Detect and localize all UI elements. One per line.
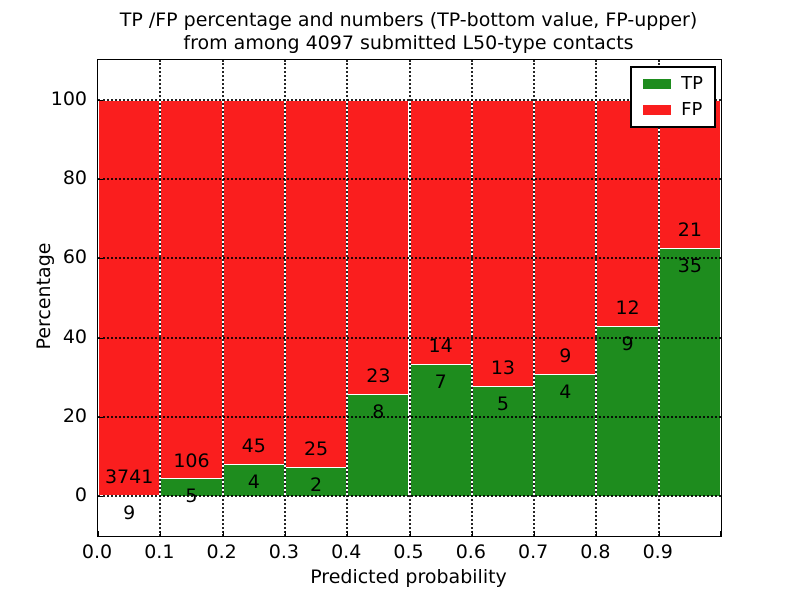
bar-label-fp: 14 [428, 335, 453, 358]
grid-line-horizontal [98, 416, 721, 418]
legend-label-tp: TP [681, 73, 703, 94]
y-tick-label: 40 [62, 325, 87, 348]
bar-segment-tp [471, 386, 535, 497]
bar-label-tp: 4 [247, 470, 260, 493]
legend: TP FP [630, 66, 716, 128]
bar-segment-fp [222, 99, 285, 464]
chart-title: TP /FP percentage and numbers (TP-bottom… [97, 9, 720, 55]
bar-segment-tp [284, 466, 348, 497]
bar-label-fp: 23 [366, 365, 391, 388]
x-tick [284, 531, 286, 536]
bar-label-tp: 35 [677, 255, 702, 278]
bar-segment-tp [409, 364, 472, 497]
y-tick [98, 99, 103, 101]
x-axis-label: Predicted probability [310, 566, 507, 588]
bar-segment-fp [347, 99, 410, 394]
x-tick-label: 0.0 [81, 541, 113, 563]
grid-line-vertical [408, 60, 411, 536]
y-tick [98, 179, 103, 180]
x-tick [534, 531, 536, 536]
grid-line-horizontal [98, 336, 721, 339]
bar-segment-fp [471, 99, 535, 387]
x-tick [98, 531, 99, 536]
chart-title-line2: from among 4097 submitted L50-type conta… [183, 32, 634, 54]
x-tick-label: 0.4 [331, 541, 362, 563]
x-tick-label: 0.2 [206, 541, 237, 563]
y-tick-label: 80 [62, 167, 87, 189]
bar-segment-fp [284, 99, 348, 467]
bar-segment-fp [409, 99, 472, 365]
bar-label-fp: 25 [303, 438, 329, 461]
x-tick-label: 0.7 [517, 541, 549, 563]
x-tick-label: 0.3 [268, 541, 299, 563]
y-tick-label: 100 [50, 87, 87, 110]
x-tick-label: 0.8 [580, 541, 611, 563]
bar-segment-tp [658, 248, 721, 497]
grid-line-vertical [595, 60, 598, 536]
grid-line-horizontal [98, 495, 721, 498]
legend-item-fp: FP [643, 101, 703, 119]
grid-line-vertical [346, 60, 349, 536]
bar-label-fp: 13 [490, 357, 516, 380]
x-tick-label: 0.5 [393, 541, 424, 563]
bar-label-fp: 21 [677, 219, 702, 242]
bar-label-fp: 45 [241, 435, 266, 458]
bar-label-fp: 106 [173, 449, 210, 472]
grid-line-horizontal [98, 257, 721, 260]
chart-title-line1: TP /FP percentage and numbers (TP-bottom… [119, 9, 698, 31]
grid-line-horizontal [98, 98, 721, 101]
bar-segment-tp [534, 374, 597, 497]
y-tick [98, 417, 103, 418]
bar-label-tp: 5 [496, 393, 509, 416]
legend-swatch-tp [643, 79, 672, 89]
grid-line-horizontal [98, 178, 721, 180]
bar-label-tp: 8 [372, 400, 385, 423]
legend-swatch-fp [643, 105, 672, 115]
grid-line-vertical [657, 60, 660, 536]
bar-label-tp: 2 [309, 473, 323, 496]
x-tick-label: 0.1 [144, 541, 175, 563]
x-tick [160, 531, 162, 536]
bar-label-fp: 9 [559, 345, 572, 368]
bar-segment-fp [160, 99, 223, 479]
bar-label-tp: 9 [621, 333, 634, 356]
bar-label-fp: 3741 [104, 466, 154, 489]
y-tick [98, 337, 103, 339]
x-tick [347, 531, 349, 536]
x-tick [409, 531, 411, 536]
bar-segment-tp [596, 326, 659, 497]
grid-line-vertical [221, 60, 224, 536]
legend-item-tp: TP [643, 75, 703, 93]
grid-line-vertical [470, 60, 473, 536]
y-tick-label: 60 [62, 246, 87, 269]
x-tick [471, 531, 473, 536]
y-tick-label: 20 [62, 405, 87, 427]
x-tick [658, 531, 660, 536]
bar-segment-fp [98, 99, 161, 496]
bar-segment-tp [347, 393, 410, 497]
y-tick [98, 258, 103, 260]
y-tick-label: 0 [74, 484, 87, 507]
x-tick [720, 531, 721, 536]
grid-line-vertical [533, 60, 536, 536]
grid-line-vertical [159, 60, 162, 536]
bar-label-tp: 9 [123, 502, 136, 525]
plot-area: TP FP 3741 9 106 5 45 4 25 2 23 8 14 7 13 5 9 4 12 9 21 35 [97, 59, 722, 537]
bar-segment-fp [596, 99, 659, 327]
bar-label-tp: 4 [559, 381, 572, 404]
bar-segment-tp [222, 463, 285, 497]
x-tick [222, 531, 224, 536]
legend-label-fp: FP [681, 99, 703, 120]
x-tick-label: 0.9 [642, 541, 673, 563]
bar-label-tp: 5 [185, 485, 198, 508]
x-tick [596, 531, 598, 536]
bar-label-fp: 12 [615, 297, 640, 320]
x-tick-label: 0.6 [455, 541, 486, 563]
grid-line-vertical [283, 60, 286, 536]
bar-segment-fp [534, 99, 597, 375]
bar-label-tp: 7 [434, 371, 447, 394]
y-tick [98, 496, 103, 498]
